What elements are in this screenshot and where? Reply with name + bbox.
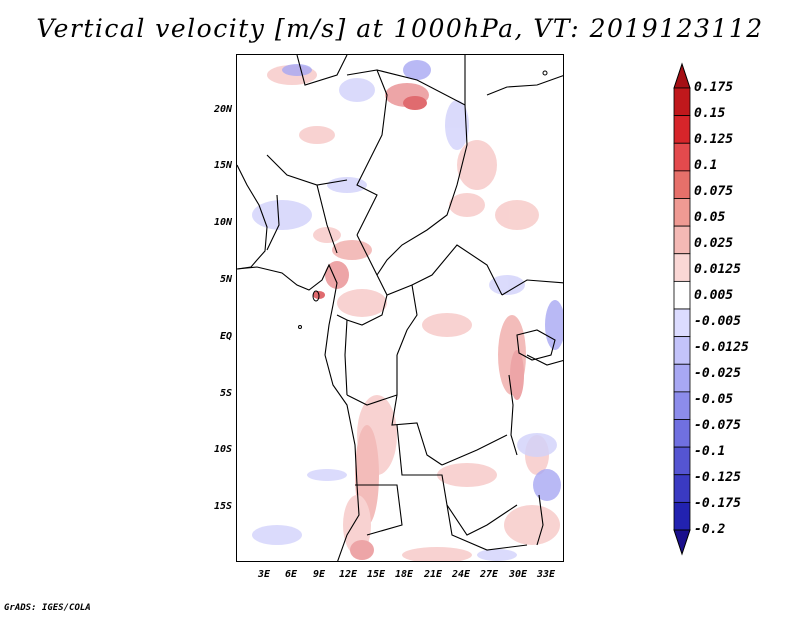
colorbar-label: -0.075 [694,418,741,433]
islands [298,70,548,329]
colorbar-label: 0.075 [694,184,734,199]
colorbar-segment [673,419,691,448]
colorbar-label: -0.2 [694,522,726,537]
lon-label-12e: 12E [338,569,358,580]
colorbar-label: 0.0125 [694,262,741,277]
colorbar-label: -0.05 [694,392,734,407]
lon-label-27e: 27E [479,569,499,580]
lat-label-5s: 5S [219,388,232,399]
colorbar-label: -0.025 [694,366,741,381]
colorbar-segment [673,142,691,172]
colorbar-segment [673,446,691,476]
lake-malawi [536,494,544,546]
colorbar-label: 0.15 [694,106,726,121]
colorbar-segment [673,87,691,117]
colorbar-segment [673,225,691,255]
grads-credit: GrADS: IGES/COLA [4,603,91,613]
gulf-of-guinea-coast [237,263,360,561]
colorbar-label: 0.175 [694,80,734,95]
colorbar-label: 0.005 [694,288,734,303]
positive-velocity-shading [267,65,560,561]
colorbar-segment [673,253,691,282]
lat-label-10s: 10S [213,444,232,455]
map-canvas [237,55,563,561]
lake-victoria [516,329,556,361]
map-title: Vertical velocity [m/s] at 1000hPa, VT: … [36,14,764,43]
coastlines-and-borders [237,55,563,561]
colorbar-segment [673,336,691,365]
colorbar-label: -0.175 [694,496,741,511]
colorbar-label: 0.125 [694,132,734,147]
colorbar-segment [673,391,691,420]
lon-label-15e: 15E [366,569,386,580]
lat-label-eq: EQ [219,331,232,342]
colorbar-label: -0.1 [694,444,726,459]
lon-label-3e: 3E [257,569,271,580]
colorbar-label: -0.005 [694,314,741,329]
colorbar-bottom-arrow [673,529,691,556]
colorbar-segment [673,308,691,338]
lat-label-20n: 20N [213,104,232,115]
lon-label-30e: 30E [508,569,528,580]
lat-label-10n: 10N [213,217,232,228]
map-area [236,54,564,562]
colorbar-segment [673,363,691,393]
colorbar-label: 0.025 [694,236,734,251]
colorbar-label: -0.125 [694,470,741,485]
colorbar-segment [673,170,691,199]
colorbar-top-arrow [673,62,691,89]
colorbar-label: -0.0125 [694,340,749,355]
lon-label-21e: 21E [423,569,443,580]
colorbar-segment [673,501,691,531]
colorbar-segment [673,474,691,503]
colorbar-segment [673,280,691,310]
lon-label-24e: 24E [451,569,471,580]
lake-tanganyika [508,374,518,456]
colorbar-label: 0.05 [694,210,726,225]
colorbar-segment [673,198,691,227]
colorbar-label: 0.1 [694,158,718,173]
lon-label-9e: 9E [312,569,326,580]
lon-label-6e: 6E [284,569,298,580]
west-coastline [237,164,268,270]
lon-label-18e: 18E [394,569,414,580]
lat-label-5n: 5N [219,274,232,285]
lat-label-15s: 15S [213,501,232,512]
lon-label-33e: 33E [536,569,556,580]
negative-velocity-shading [252,60,563,561]
colorbar-segment [673,115,691,144]
lat-label-15n: 15N [213,160,232,171]
